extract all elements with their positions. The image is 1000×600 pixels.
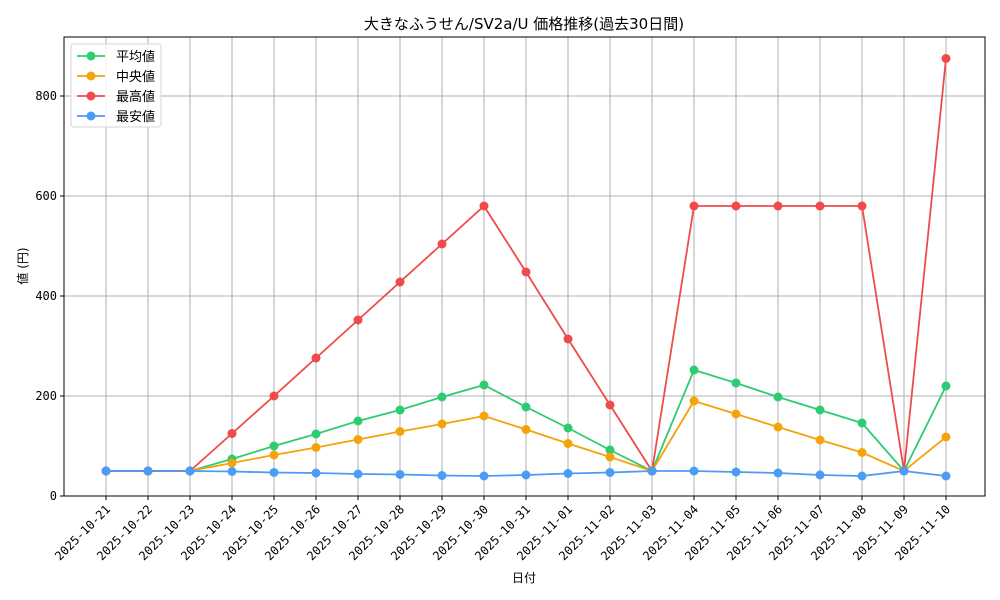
- data-point: [353, 416, 363, 426]
- data-point: [521, 267, 531, 277]
- data-point: [857, 201, 867, 211]
- svg-text:中央値: 中央値: [116, 69, 155, 85]
- data-point: [101, 466, 111, 476]
- data-point: [731, 378, 741, 388]
- y-tick-label: 200: [35, 389, 57, 403]
- data-point: [479, 471, 489, 481]
- data-point: [395, 405, 405, 415]
- data-point: [689, 466, 699, 476]
- data-point: [395, 470, 405, 479]
- legend-item: 最高値: [77, 89, 155, 105]
- data-point: [731, 409, 741, 419]
- data-point: [857, 448, 867, 457]
- data-point: [185, 466, 195, 476]
- data-point: [689, 201, 699, 211]
- data-point: [941, 471, 951, 481]
- data-point: [269, 441, 279, 451]
- y-tick-label: 800: [35, 89, 57, 103]
- data-point: [689, 365, 699, 375]
- legend-item: 中央値: [77, 69, 155, 85]
- y-axis-ticks: 0 200 400 600 800: [35, 89, 64, 503]
- data-point: [269, 391, 279, 401]
- data-point: [479, 411, 489, 421]
- y-axis-label: 値 (円): [15, 247, 30, 284]
- y-tick-label: 600: [35, 189, 57, 203]
- data-point: [521, 425, 531, 434]
- data-point: [773, 201, 783, 211]
- data-point: [437, 392, 447, 402]
- data-point: [227, 458, 237, 468]
- svg-text:最安値: 最安値: [116, 109, 155, 125]
- data-point: [773, 468, 783, 478]
- data-point: [311, 443, 321, 452]
- data-point: [311, 353, 321, 363]
- data-point: [605, 468, 615, 477]
- data-point: [521, 470, 531, 480]
- data-point: [605, 452, 615, 462]
- x-axis-label: 日付: [512, 571, 536, 585]
- y-tick-label: 0: [50, 489, 57, 503]
- data-point: [773, 392, 783, 402]
- data-point: [353, 435, 363, 444]
- data-point: [437, 239, 447, 249]
- series-3: [101, 466, 951, 481]
- data-point: [311, 429, 321, 439]
- data-point: [605, 445, 615, 455]
- data-point: [941, 381, 951, 391]
- data-point: [269, 450, 279, 460]
- data-point: [815, 405, 825, 415]
- x-axis-ticks: 2025-10-212025-10-222025-10-232025-10-24…: [52, 496, 953, 563]
- y-tick-label: 400: [35, 289, 57, 303]
- data-point: [857, 471, 867, 481]
- data-point: [227, 429, 237, 438]
- data-point: [815, 201, 825, 211]
- data-point: [269, 468, 279, 477]
- data-point: [227, 467, 237, 476]
- legend-item: 平均値: [77, 49, 155, 65]
- chart-title: 大きなふうせん/SV2a/U 価格推移(過去30日間): [364, 15, 684, 33]
- data-point: [815, 470, 825, 480]
- data-point: [521, 402, 531, 412]
- data-point: [647, 466, 657, 476]
- data-point: [563, 469, 573, 478]
- data-point: [311, 468, 321, 478]
- data-point: [563, 423, 573, 433]
- data-point: [437, 471, 447, 480]
- data-series: [101, 54, 951, 481]
- data-point: [479, 380, 489, 390]
- data-point: [773, 422, 783, 432]
- data-point: [353, 469, 363, 479]
- data-point: [731, 467, 741, 477]
- data-point: [563, 439, 573, 448]
- data-point: [941, 54, 951, 63]
- data-point: [395, 427, 405, 436]
- data-point: [605, 400, 615, 410]
- svg-text:平均値: 平均値: [116, 49, 155, 65]
- data-point: [563, 334, 573, 344]
- plot-area-frame: [63, 36, 986, 497]
- data-point: [941, 432, 951, 442]
- legend-item: 最安値: [77, 109, 155, 125]
- data-point: [815, 435, 825, 445]
- data-point: [731, 201, 741, 211]
- data-point: [437, 419, 447, 429]
- data-point: [353, 315, 363, 325]
- data-point: [899, 466, 909, 476]
- svg-text:最高値: 最高値: [116, 89, 155, 105]
- data-point: [479, 201, 489, 211]
- data-point: [857, 418, 867, 428]
- data-point: [143, 466, 153, 476]
- data-point: [689, 396, 699, 406]
- data-point: [395, 277, 405, 287]
